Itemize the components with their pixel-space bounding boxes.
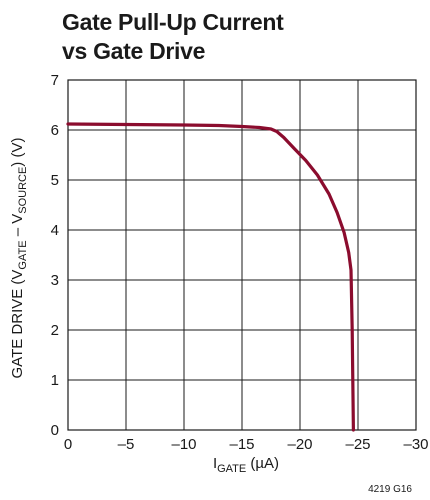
y-tick-label: 4 — [51, 222, 59, 239]
x-tick-label: –30 — [403, 436, 428, 453]
y-tick-label: 7 — [51, 72, 59, 89]
x-tick-label: –10 — [171, 436, 196, 453]
y-tick-label: 1 — [51, 372, 59, 389]
y-axis-label-middle: – V — [9, 214, 26, 241]
y-tick-label: 6 — [51, 122, 59, 139]
y-axis-label-subscript-2: SOURCE — [17, 167, 29, 214]
x-axis-label-subscript: GATE — [217, 463, 246, 475]
y-axis-label: GATE DRIVE (VGATE – VSOURCE) (V) — [9, 138, 29, 379]
figure-id: 4219 G16 — [368, 484, 412, 495]
x-axis-label: IGATE (µA) — [213, 455, 279, 475]
chart-title: Gate Pull-Up Current vs Gate Drive — [62, 8, 284, 66]
x-axis-label-main: I — [213, 455, 217, 472]
x-axis-tick-labels: 0 –5 –10 –15 –20 –25 –30 — [64, 436, 429, 453]
grid — [68, 80, 416, 430]
y-axis-label-prefix: GATE DRIVE (V — [9, 270, 26, 379]
y-axis-label-subscript-1: GATE — [17, 240, 29, 269]
plot-area-frame — [67, 79, 417, 431]
y-tick-label: 3 — [51, 272, 59, 289]
y-tick-label: 5 — [51, 172, 59, 189]
y-axis-label-suffix: ) (V) — [9, 138, 26, 167]
x-tick-label: –20 — [287, 436, 312, 453]
y-tick-label: 0 — [51, 422, 59, 439]
series-line-gate-drive — [66, 122, 355, 432]
x-tick-label: –25 — [345, 436, 370, 453]
x-tick-label: –5 — [118, 436, 135, 453]
y-axis-tick-labels: 0 1 2 3 4 5 6 7 — [51, 72, 59, 439]
x-tick-label: 0 — [64, 436, 72, 453]
x-axis-label-unit: (µA) — [246, 455, 279, 472]
x-tick-label: –15 — [229, 436, 254, 453]
chart-title-line-1: Gate Pull-Up Current — [62, 9, 284, 35]
chart-title-line-2: vs Gate Drive — [62, 38, 206, 64]
y-tick-label: 2 — [51, 322, 59, 339]
